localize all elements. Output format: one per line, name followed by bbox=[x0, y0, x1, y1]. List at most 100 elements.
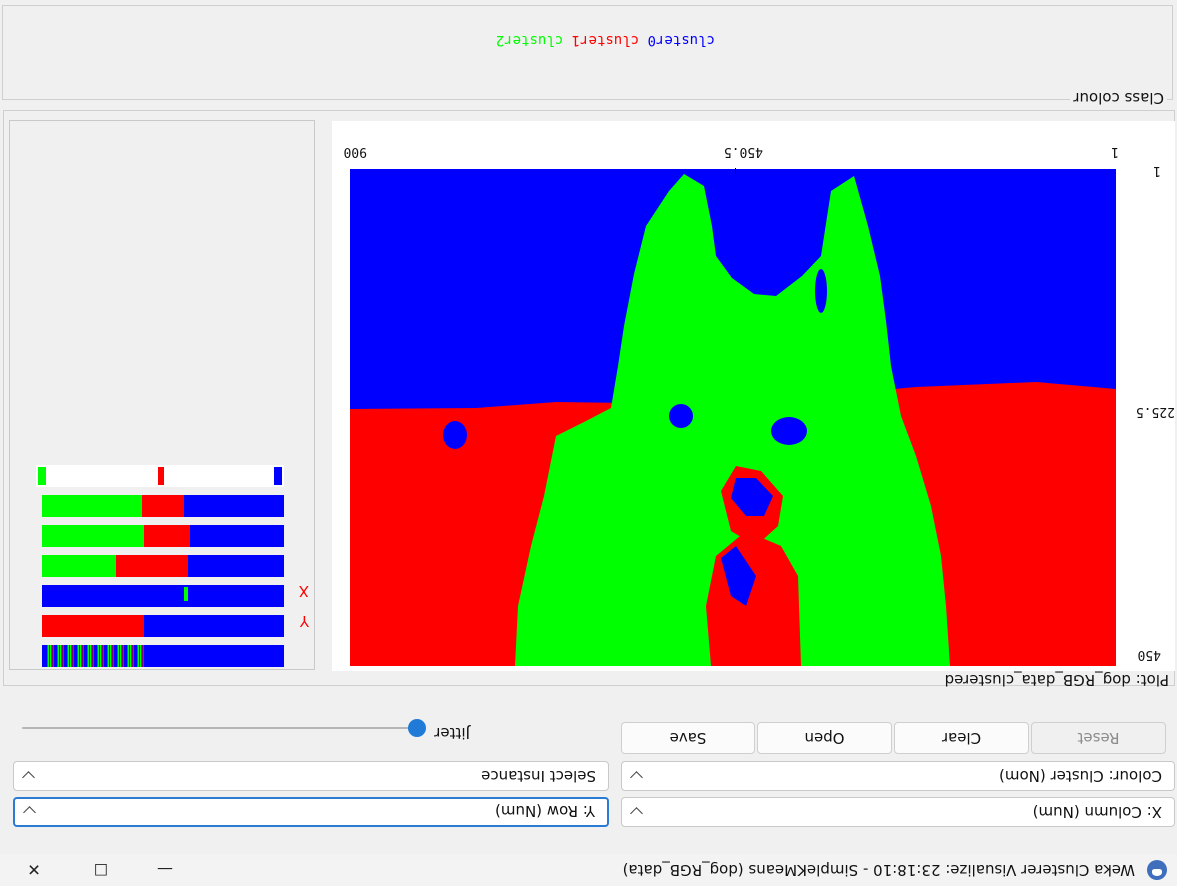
attr-bar-column-segment[interactable] bbox=[120, 645, 122, 667]
legend-cluster1[interactable]: cluster1 bbox=[571, 32, 640, 48]
legend-cluster2[interactable]: cluster2 bbox=[495, 32, 564, 48]
cluster0-sky-spot bbox=[443, 421, 467, 449]
y-axis-select[interactable]: Y: Row (Num) bbox=[13, 797, 609, 827]
x-axis-select-label: X: Column (Num) bbox=[1032, 803, 1162, 821]
attr-bar-column-segment[interactable] bbox=[115, 645, 117, 667]
attr-bar-column-segment[interactable] bbox=[97, 645, 100, 667]
attr-bar-b[interactable] bbox=[184, 495, 284, 517]
attr-bar-column-segment[interactable] bbox=[110, 645, 112, 667]
x-attribute-marker: X bbox=[298, 582, 309, 600]
attr-bar-b-red[interactable] bbox=[142, 495, 184, 517]
attr-bar-column-segment[interactable] bbox=[85, 645, 87, 667]
attr-bar-r-green[interactable] bbox=[42, 555, 116, 577]
chevron-down-icon bbox=[23, 806, 36, 819]
attr-bar-cluster-blue[interactable] bbox=[274, 467, 282, 485]
close-button[interactable]: ✕ bbox=[11, 854, 57, 886]
legend-cluster0[interactable]: cluster0 bbox=[647, 32, 715, 48]
chevron-down-icon bbox=[22, 771, 35, 784]
x-tick-min: 1 bbox=[1111, 144, 1119, 159]
clear-button[interactable]: Clear bbox=[894, 722, 1029, 754]
attr-bar-column-segment[interactable] bbox=[137, 645, 140, 667]
attr-bar-column-segment[interactable] bbox=[55, 645, 57, 667]
select-instance-label: Select Instance bbox=[481, 767, 596, 785]
x-axis-select[interactable]: X: Column (Num) bbox=[621, 797, 1175, 827]
colour-select[interactable]: Colour: Cluster (Nom) bbox=[621, 761, 1175, 791]
attr-bar-column-segment[interactable] bbox=[105, 645, 107, 667]
maximize-button[interactable]: ☐ bbox=[78, 854, 124, 886]
jitter-slider[interactable] bbox=[22, 727, 418, 729]
attr-bar-column-segment[interactable] bbox=[75, 645, 77, 667]
attr-bar-column-segment[interactable] bbox=[52, 645, 55, 667]
attr-bar-column-segment[interactable] bbox=[127, 645, 130, 667]
attr-bar-column-segment[interactable] bbox=[117, 645, 120, 667]
y-attribute-marker: Y bbox=[299, 612, 309, 630]
attr-bar-column-segment[interactable] bbox=[82, 645, 85, 667]
attr-bar-column-segment[interactable] bbox=[107, 645, 110, 667]
attr-bar-column-segment[interactable] bbox=[47, 645, 50, 667]
attr-bar-column-segment[interactable] bbox=[70, 645, 72, 667]
attr-bar-column-segment[interactable] bbox=[72, 645, 75, 667]
attr-bar-row[interactable] bbox=[144, 615, 284, 637]
chevron-down-icon bbox=[630, 771, 643, 784]
attr-bar-column-segment[interactable] bbox=[140, 645, 142, 667]
close-icon: ✕ bbox=[27, 860, 41, 880]
attr-bar-x-marker[interactable] bbox=[184, 587, 188, 601]
save-button[interactable]: Save bbox=[621, 722, 755, 754]
attr-bar-column-segment[interactable] bbox=[130, 645, 132, 667]
attr-bar-cluster-red[interactable] bbox=[158, 467, 164, 485]
attr-bar-column-segment[interactable] bbox=[67, 645, 70, 667]
attr-bar-column-segment[interactable] bbox=[57, 645, 60, 667]
reset-button[interactable]: Reset bbox=[1031, 722, 1166, 754]
attr-bar-column-segment[interactable] bbox=[135, 645, 137, 667]
attr-bar-column-segment[interactable] bbox=[92, 645, 95, 667]
attr-bar-r-red[interactable] bbox=[116, 555, 188, 577]
attribute-bars[interactable] bbox=[36, 447, 284, 667]
attr-bar-column-segment[interactable] bbox=[100, 645, 102, 667]
attr-bar-column-segment[interactable] bbox=[125, 645, 127, 667]
x-tick-mark bbox=[735, 168, 736, 174]
attr-bar-column-segment[interactable] bbox=[62, 645, 65, 667]
class-colour-panel bbox=[2, 5, 1173, 100]
attr-bar-g-red[interactable] bbox=[144, 525, 190, 547]
minimize-button[interactable]: — bbox=[142, 854, 188, 886]
attr-bar-cluster-green[interactable] bbox=[38, 467, 46, 485]
x-tick-max: 900 bbox=[343, 144, 367, 159]
attr-bar-column-segment[interactable] bbox=[95, 645, 97, 667]
cluster-scatter-plot[interactable] bbox=[350, 169, 1116, 666]
attr-bar-column-segment[interactable] bbox=[50, 645, 52, 667]
attr-bar-x[interactable] bbox=[42, 585, 284, 607]
attr-bar-column-segment[interactable] bbox=[77, 645, 80, 667]
attr-bar-column-segment[interactable] bbox=[60, 645, 62, 667]
select-instance-select[interactable]: Select Instance bbox=[13, 761, 609, 791]
cluster0-eye-left bbox=[771, 417, 807, 445]
cluster0-ear-inner bbox=[815, 269, 827, 313]
cluster0-tongue-shade bbox=[721, 546, 756, 606]
class-colour-title: Class colour bbox=[1070, 89, 1167, 107]
attr-bar-column-segment[interactable] bbox=[102, 645, 105, 667]
attr-bar-column-segment[interactable] bbox=[90, 645, 92, 667]
y-tick-mid: 225.5 bbox=[1135, 404, 1175, 419]
cluster0-eye-right bbox=[669, 404, 693, 428]
colour-select-label: Colour: Cluster (Nom) bbox=[999, 767, 1162, 785]
attr-bar-column-segment[interactable] bbox=[65, 645, 67, 667]
attr-bar-column-segment[interactable] bbox=[122, 645, 125, 667]
cluster0-nose-highlight bbox=[731, 478, 773, 516]
attr-bar-column-segment[interactable] bbox=[142, 645, 145, 667]
attr-bar-column-segment[interactable] bbox=[45, 645, 47, 667]
attr-bar-r[interactable] bbox=[188, 555, 284, 577]
attr-bar-column-segment[interactable] bbox=[87, 645, 90, 667]
attr-bar-column-segment[interactable] bbox=[80, 645, 82, 667]
attr-bar-column-segment[interactable] bbox=[112, 645, 115, 667]
attr-bar-g-green[interactable] bbox=[42, 525, 144, 547]
title-bar: Weka Clusterer Visualize: 23:18:10 - Sim… bbox=[0, 854, 1177, 886]
plot-title: Plot: dog_RGB_data_clustered bbox=[944, 671, 1169, 689]
jitter-slider-thumb[interactable] bbox=[408, 719, 426, 737]
open-button[interactable]: Open bbox=[757, 722, 892, 754]
cluster-legend: cluster0 cluster1 cluster2 bbox=[496, 32, 715, 48]
jitter-label: Jitter bbox=[434, 724, 470, 742]
attr-bar-column-segment[interactable] bbox=[132, 645, 135, 667]
attr-bar-b-green[interactable] bbox=[42, 495, 142, 517]
attr-bar-g[interactable] bbox=[190, 525, 284, 547]
attr-bar-row-red[interactable] bbox=[42, 615, 144, 637]
